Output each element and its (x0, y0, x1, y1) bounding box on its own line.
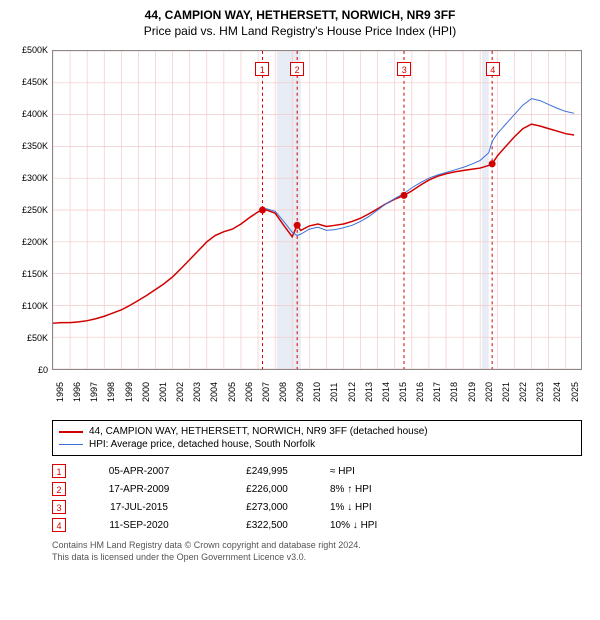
sale-index: 4 (52, 518, 66, 532)
sale-price: £273,000 (212, 502, 322, 513)
legend-swatch (59, 444, 83, 445)
sale-index: 2 (52, 482, 66, 496)
x-tick-label: 2008 (278, 382, 288, 402)
plot-svg (53, 51, 581, 369)
y-tick-label: £400K (12, 109, 48, 119)
y-tick-label: £50K (12, 333, 48, 343)
x-tick-label: 1999 (124, 382, 134, 402)
sale-diff: 8% ↑ HPI (330, 484, 440, 495)
y-tick-label: £0 (12, 365, 48, 375)
y-tick-label: £150K (12, 269, 48, 279)
x-tick-label: 1996 (72, 382, 82, 402)
sale-table: 1 05-APR-2007 £249,995 ≈ HPI 2 17-APR-2009 £22… (52, 462, 582, 534)
x-tick-label: 2012 (347, 382, 357, 402)
x-tick-label: 2002 (175, 382, 185, 402)
x-tick-label: 2013 (364, 382, 374, 402)
sale-price: £226,000 (212, 484, 322, 495)
sale-date: 17-APR-2009 (74, 484, 204, 495)
sale-row: 3 17-JUL-2015 £273,000 1% ↓ HPI (52, 498, 582, 516)
sale-date: 05-APR-2007 (74, 466, 204, 477)
chart-area: £0 £50K £100K £150K £200K £250K £300K £350K £400… (12, 44, 588, 414)
legend-label: HPI: Average price, detached house, Sout… (89, 439, 315, 450)
x-tick-label: 2023 (535, 382, 545, 402)
x-tick-label: 2021 (501, 382, 511, 402)
y-tick-label: £250K (12, 205, 48, 215)
sale-index: 1 (52, 464, 66, 478)
y-tick-label: £200K (12, 237, 48, 247)
legend-swatch (59, 431, 83, 433)
y-tick-label: £500K (12, 45, 48, 55)
x-tick-label: 2011 (329, 383, 339, 402)
sale-marker-label: 2 (290, 62, 304, 76)
legend-label: 44, CAMPION WAY, HETHERSETT, NORWICH, NR… (89, 426, 428, 437)
title-block: 44, CAMPION WAY, HETHERSETT, NORWICH, NR… (12, 8, 588, 38)
sale-price: £322,500 (212, 520, 322, 531)
sale-diff: ≈ HPI (330, 466, 440, 477)
legend: 44, CAMPION WAY, HETHERSETT, NORWICH, NR… (52, 420, 582, 456)
y-tick-label: £300K (12, 173, 48, 183)
legend-row: HPI: Average price, detached house, Sout… (59, 438, 575, 451)
sale-row: 2 17-APR-2009 £226,000 8% ↑ HPI (52, 480, 582, 498)
legend-row: 44, CAMPION WAY, HETHERSETT, NORWICH, NR… (59, 425, 575, 438)
x-tick-label: 2000 (141, 382, 151, 402)
x-tick-label: 1998 (106, 382, 116, 402)
sale-marker-label: 4 (486, 62, 500, 76)
x-tick-label: 2022 (518, 382, 528, 402)
x-tick-label: 2003 (192, 382, 202, 402)
sale-date: 11-SEP-2020 (74, 520, 204, 531)
sale-date: 17-JUL-2015 (74, 502, 204, 513)
x-tick-label: 1997 (89, 382, 99, 402)
sale-index: 3 (52, 500, 66, 514)
x-axis-labels: 1995 1996 1997 1998 1999 2000 2001 2002 2003 2004… (52, 374, 582, 412)
sale-diff: 1% ↓ HPI (330, 502, 440, 513)
y-tick-label: £450K (12, 77, 48, 87)
x-tick-label: 2009 (295, 382, 305, 402)
x-tick-label: 2016 (415, 382, 425, 402)
sale-marker-label: 1 (255, 62, 269, 76)
x-tick-label: 2004 (209, 382, 219, 402)
x-tick-label: 2017 (432, 382, 442, 402)
sale-diff: 10% ↓ HPI (330, 520, 440, 531)
plot-box (52, 50, 582, 370)
x-tick-label: 2025 (570, 382, 580, 402)
x-tick-label: 2006 (244, 382, 254, 402)
y-tick-label: £100K (12, 301, 48, 311)
sale-row: 4 11-SEP-2020 £322,500 10% ↓ HPI (52, 516, 582, 534)
chart-container: 44, CAMPION WAY, HETHERSETT, NORWICH, NR… (0, 0, 600, 573)
x-tick-label: 2007 (261, 382, 271, 402)
x-tick-label: 2005 (227, 382, 237, 402)
sale-price: £249,995 (212, 466, 322, 477)
footer-copyright: Contains HM Land Registry data © Crown c… (52, 540, 582, 552)
y-tick-label: £350K (12, 141, 48, 151)
footer: Contains HM Land Registry data © Crown c… (52, 540, 582, 563)
sale-marker-label: 3 (397, 62, 411, 76)
x-tick-label: 1995 (55, 382, 65, 402)
x-tick-label: 2020 (484, 382, 494, 402)
sale-row: 1 05-APR-2007 £249,995 ≈ HPI (52, 462, 582, 480)
x-tick-label: 2024 (552, 382, 562, 402)
x-tick-label: 2010 (312, 382, 322, 402)
title-address: 44, CAMPION WAY, HETHERSETT, NORWICH, NR… (12, 8, 588, 22)
x-tick-label: 2018 (449, 382, 459, 402)
x-tick-label: 2001 (158, 382, 168, 402)
x-tick-label: 2019 (467, 382, 477, 402)
title-subtitle: Price paid vs. HM Land Registry's House … (12, 24, 588, 38)
x-tick-label: 2014 (381, 382, 391, 402)
footer-licence: This data is licensed under the Open Gov… (52, 552, 582, 564)
x-tick-label: 2015 (398, 382, 408, 402)
